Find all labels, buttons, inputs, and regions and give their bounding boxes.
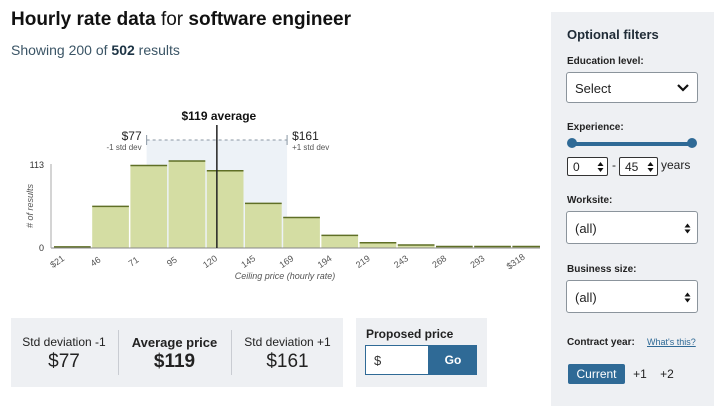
filters-title: Optional filters (567, 27, 659, 42)
experience-slider-min-handle[interactable] (567, 138, 577, 148)
stat-plus-1sd: Std deviation +1 $161 (232, 318, 343, 387)
histogram-bar (283, 217, 320, 248)
stat-average: Average price $119 (119, 318, 230, 387)
experience-min-input[interactable]: 0 (567, 157, 608, 176)
y-tick-label: 0 (39, 243, 44, 253)
stepper-arrows-icon[interactable] (647, 161, 654, 173)
experience-max-input[interactable]: 45 (619, 157, 658, 176)
histogram-bar (359, 242, 397, 248)
worksite-label: Worksite: (567, 195, 613, 206)
histogram-bar (168, 161, 206, 248)
chevron-down-icon (677, 84, 689, 92)
average-annotation: $119 average (181, 109, 256, 123)
proposed-price-label: Proposed price (366, 327, 454, 341)
stat-minus-1sd: Std deviation -1 $77 (11, 318, 117, 387)
education-value: Select (575, 81, 612, 96)
minus-1sd-caption: -1 std dev (106, 143, 141, 152)
education-label: Education level: (567, 56, 644, 67)
range-dash: - (612, 158, 616, 172)
y-axis-label: # of results (25, 183, 35, 228)
histogram-chart: 113 0 # of results $21 46 71 95 120 145 169 194 219… (25, 109, 540, 281)
x-tick-label: 145 (239, 253, 257, 270)
histogram-bar (397, 245, 435, 248)
histogram-bar (206, 170, 244, 248)
results-prefix: Showing 200 of (11, 42, 108, 58)
histogram-bar (245, 203, 282, 248)
experience-min-value: 0 (573, 160, 580, 174)
experience-slider-track[interactable] (572, 142, 692, 146)
title-strong: Hourly rate data (11, 9, 156, 30)
experience-slider-max-handle[interactable] (687, 138, 697, 148)
stats-panel: Std deviation -1 $77 Average price $119 … (11, 318, 343, 387)
title-connector: for (160, 9, 184, 30)
stat-minus-label: Std deviation -1 (22, 335, 106, 349)
stat-minus-value: $77 (48, 351, 80, 372)
x-tick-label: 293 (468, 253, 486, 270)
stat-plus-label: Std deviation +1 (244, 335, 331, 349)
x-tick-label: 268 (430, 253, 448, 270)
business-size-label: Business size: (567, 264, 637, 275)
histogram-bar (130, 165, 168, 248)
x-tick-label: 120 (201, 253, 219, 270)
contract-year-current[interactable]: Current (568, 364, 625, 384)
results-total: 502 (111, 42, 135, 58)
x-tick-label: 219 (354, 253, 372, 270)
select-arrows-icon (684, 223, 691, 234)
x-tick-label: 95 (165, 255, 179, 269)
x-axis-label: Ceiling price (hourly rate) (235, 271, 336, 281)
stat-divider (231, 330, 232, 375)
page-title: Hourly rate data for software engineer (11, 9, 351, 31)
x-tick-label: $318 (505, 252, 527, 272)
worksite-value: (all) (575, 221, 597, 236)
histogram-bar (92, 206, 129, 248)
experience-max-value: 45 (625, 160, 639, 174)
contract-year-plus1[interactable]: +1 (633, 367, 647, 381)
go-button[interactable]: Go (429, 345, 477, 375)
results-suffix: results (138, 42, 180, 58)
currency-symbol: $ (374, 353, 382, 368)
y-tick-label: 113 (30, 160, 44, 170)
experience-label: Experience: (567, 122, 624, 133)
x-tick-label: 243 (392, 253, 410, 270)
experience-unit: years (661, 158, 691, 172)
stat-plus-value: $161 (266, 351, 309, 372)
business-size-value: (all) (575, 290, 597, 305)
contract-year-plus2[interactable]: +2 (660, 367, 674, 381)
select-arrows-icon (684, 292, 691, 303)
filters-sidebar: Optional filters Education level: Select… (551, 12, 714, 406)
plus-1sd-value: $161 (292, 129, 319, 143)
stat-divider (118, 330, 119, 375)
stat-avg-label: Average price (131, 335, 218, 350)
results-summary: Showing 200 of 502 results (11, 42, 180, 58)
education-select[interactable]: Select (566, 72, 698, 103)
proposed-price-panel: Proposed price $ Go (356, 318, 487, 387)
contract-year-label: Contract year: (567, 337, 635, 348)
x-tick-label: 194 (316, 253, 334, 270)
plus-1sd-caption: +1 std dev (292, 143, 329, 152)
whats-this-link[interactable]: What's this? (647, 337, 696, 347)
x-tick-label: 169 (277, 253, 295, 270)
business-size-select[interactable]: (all) (566, 280, 698, 313)
x-tick-label: $21 (48, 253, 66, 270)
title-occupation: software engineer (188, 9, 352, 30)
proposed-price-input[interactable]: $ (365, 345, 429, 375)
stepper-arrows-icon[interactable] (597, 161, 604, 173)
minus-1sd-value: $77 (122, 129, 142, 143)
histogram-bar (321, 235, 359, 248)
x-tick-label: 46 (89, 255, 103, 269)
worksite-select[interactable]: (all) (566, 211, 698, 244)
x-tick-label: 71 (127, 255, 141, 269)
stat-avg-value: $119 (153, 351, 196, 372)
